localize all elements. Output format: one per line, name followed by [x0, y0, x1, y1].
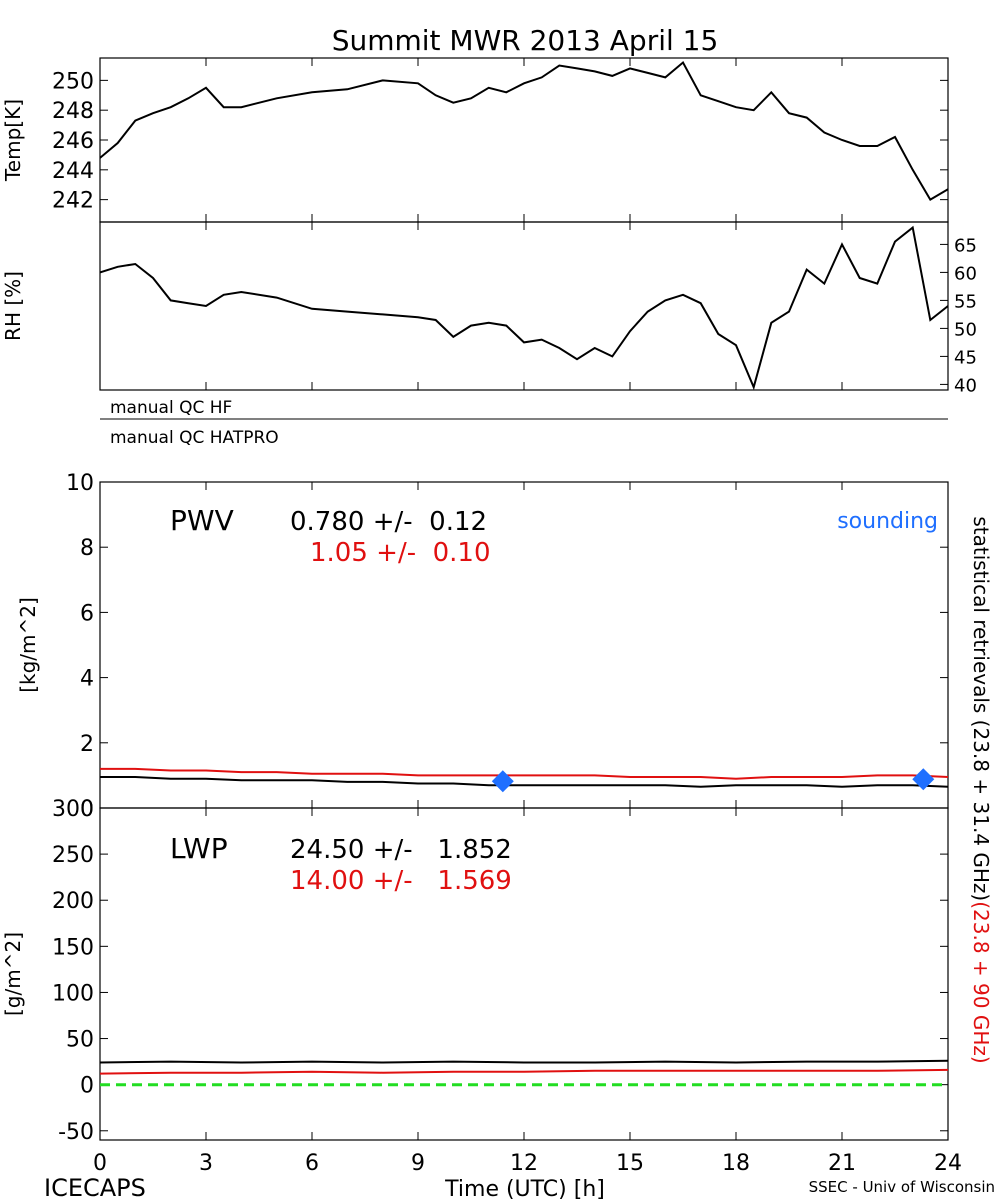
- pwv-black-stat: 0.780 +/- 0.12: [290, 507, 487, 537]
- pwv-ytick-label: 8: [80, 536, 94, 561]
- relative-humidity-ytick-label: 60: [954, 263, 977, 284]
- pwv-ytick-label: 6: [80, 601, 94, 626]
- lwp-ytick-label: 250: [52, 843, 94, 868]
- lwp-black-stat: 24.50 +/- 1.852: [290, 835, 512, 865]
- relative-humidity-ytick-label: 65: [954, 235, 977, 256]
- lwp-red-stat: 14.00 +/- 1.569: [290, 866, 512, 896]
- lwp-xtick-label: 18: [722, 1151, 750, 1176]
- lwp-ytick-label: 300: [52, 797, 94, 822]
- temperature-ytick-label: 242: [52, 189, 94, 214]
- lwp-ytick-label: 0: [80, 1074, 94, 1099]
- relative-humidity-ytick-label: 40: [954, 375, 977, 396]
- pwv-ytick-label: 0: [80, 797, 94, 822]
- lwp-xtick-label: 0: [93, 1151, 107, 1176]
- lwp-xtick-label: 6: [305, 1151, 319, 1176]
- temperature-ylabel: Temp[K]: [1, 99, 25, 182]
- temperature-panel: 242 244 246 248 250 Temp[K]: [1, 57, 949, 223]
- figure-title: Summit MWR 2013 April 15: [332, 24, 719, 57]
- relative-humidity-ytick-label: 55: [954, 291, 977, 312]
- temperature-ytick-label: 246: [52, 129, 94, 154]
- pwv-label: PWV: [170, 504, 234, 537]
- lwp-series-0: [100, 1059, 948, 1064]
- x-axis-label: Time (UTC) [h]: [444, 1177, 605, 1200]
- sounding-legend: sounding: [837, 509, 938, 534]
- lwp-ytick-label: 50: [66, 1028, 94, 1053]
- lwp-series-1: [100, 1068, 948, 1075]
- right-side-labels: statistical retrievals (23.8 + 31.4 GHz)…: [969, 516, 993, 1063]
- lwp-label: LWP: [170, 832, 228, 865]
- svg-text:statistical retrievals (23.8 +: statistical retrievals (23.8 + 31.4 GHz)…: [969, 516, 993, 1063]
- rh-panel: 40 45 50 55 60 65 RH [%]: [1, 221, 977, 396]
- relative-humidity-ytick-label: 45: [954, 347, 977, 368]
- right-label-red: (23.8 + 90 GHz): [969, 901, 993, 1063]
- temperature-ytick-label: 250: [52, 69, 94, 94]
- temperature-ytick-label: 248: [52, 99, 94, 124]
- relative-humidity-ytick-label: 50: [954, 319, 977, 340]
- footer-left: ICECAPS: [44, 1174, 146, 1200]
- lwp-ytick-label: 100: [52, 981, 94, 1006]
- pwv-ytick-label: 2: [80, 732, 94, 757]
- right-label-black: statistical retrievals (23.8 + 31.4 GHz): [969, 516, 993, 901]
- lwp-xtick-label: 15: [616, 1151, 644, 1176]
- pwv-ytick-label: 10: [66, 471, 94, 496]
- lwp-xtick-label: 21: [828, 1151, 856, 1176]
- temperature-ytick-label: 244: [52, 159, 94, 184]
- temperature-series-0: [100, 60, 948, 201]
- qc-row-hatpro: manual QC HATPRO: [110, 428, 279, 448]
- relative-humidity-ylabel: RH [%]: [1, 271, 25, 341]
- lwp-ytick-label: 200: [52, 889, 94, 914]
- qc-rows: manual QC HF manual QC HATPRO: [100, 398, 948, 448]
- pwv-ylabel: [kg/m^2]: [16, 597, 40, 693]
- lwp-ylabel: [g/m^2]: [1, 932, 25, 1016]
- pwv-series-0: [100, 776, 948, 788]
- relative-humidity-frame: [99, 221, 949, 391]
- sounding-marker: [912, 768, 935, 791]
- lwp-xtick-label: 24: [934, 1151, 962, 1176]
- relative-humidity-series-0: [100, 225, 948, 390]
- footer-right: SSEC - Univ of Wisconsin: [809, 1178, 995, 1196]
- lwp-ytick-label: 150: [52, 935, 94, 960]
- pwv-ytick-label: 4: [80, 667, 94, 692]
- sounding-marker: [491, 770, 514, 793]
- qc-row-hf: manual QC HF: [110, 398, 232, 418]
- lwp-xtick-label: 12: [510, 1151, 538, 1176]
- lwp-xtick-label: 3: [199, 1151, 213, 1176]
- pwv-series-1: [100, 767, 948, 780]
- lwp-ytick-label: -50: [58, 1120, 94, 1145]
- pwv-red-stat: 1.05 +/- 0.10: [310, 538, 491, 568]
- lwp-xtick-label: 9: [411, 1151, 425, 1176]
